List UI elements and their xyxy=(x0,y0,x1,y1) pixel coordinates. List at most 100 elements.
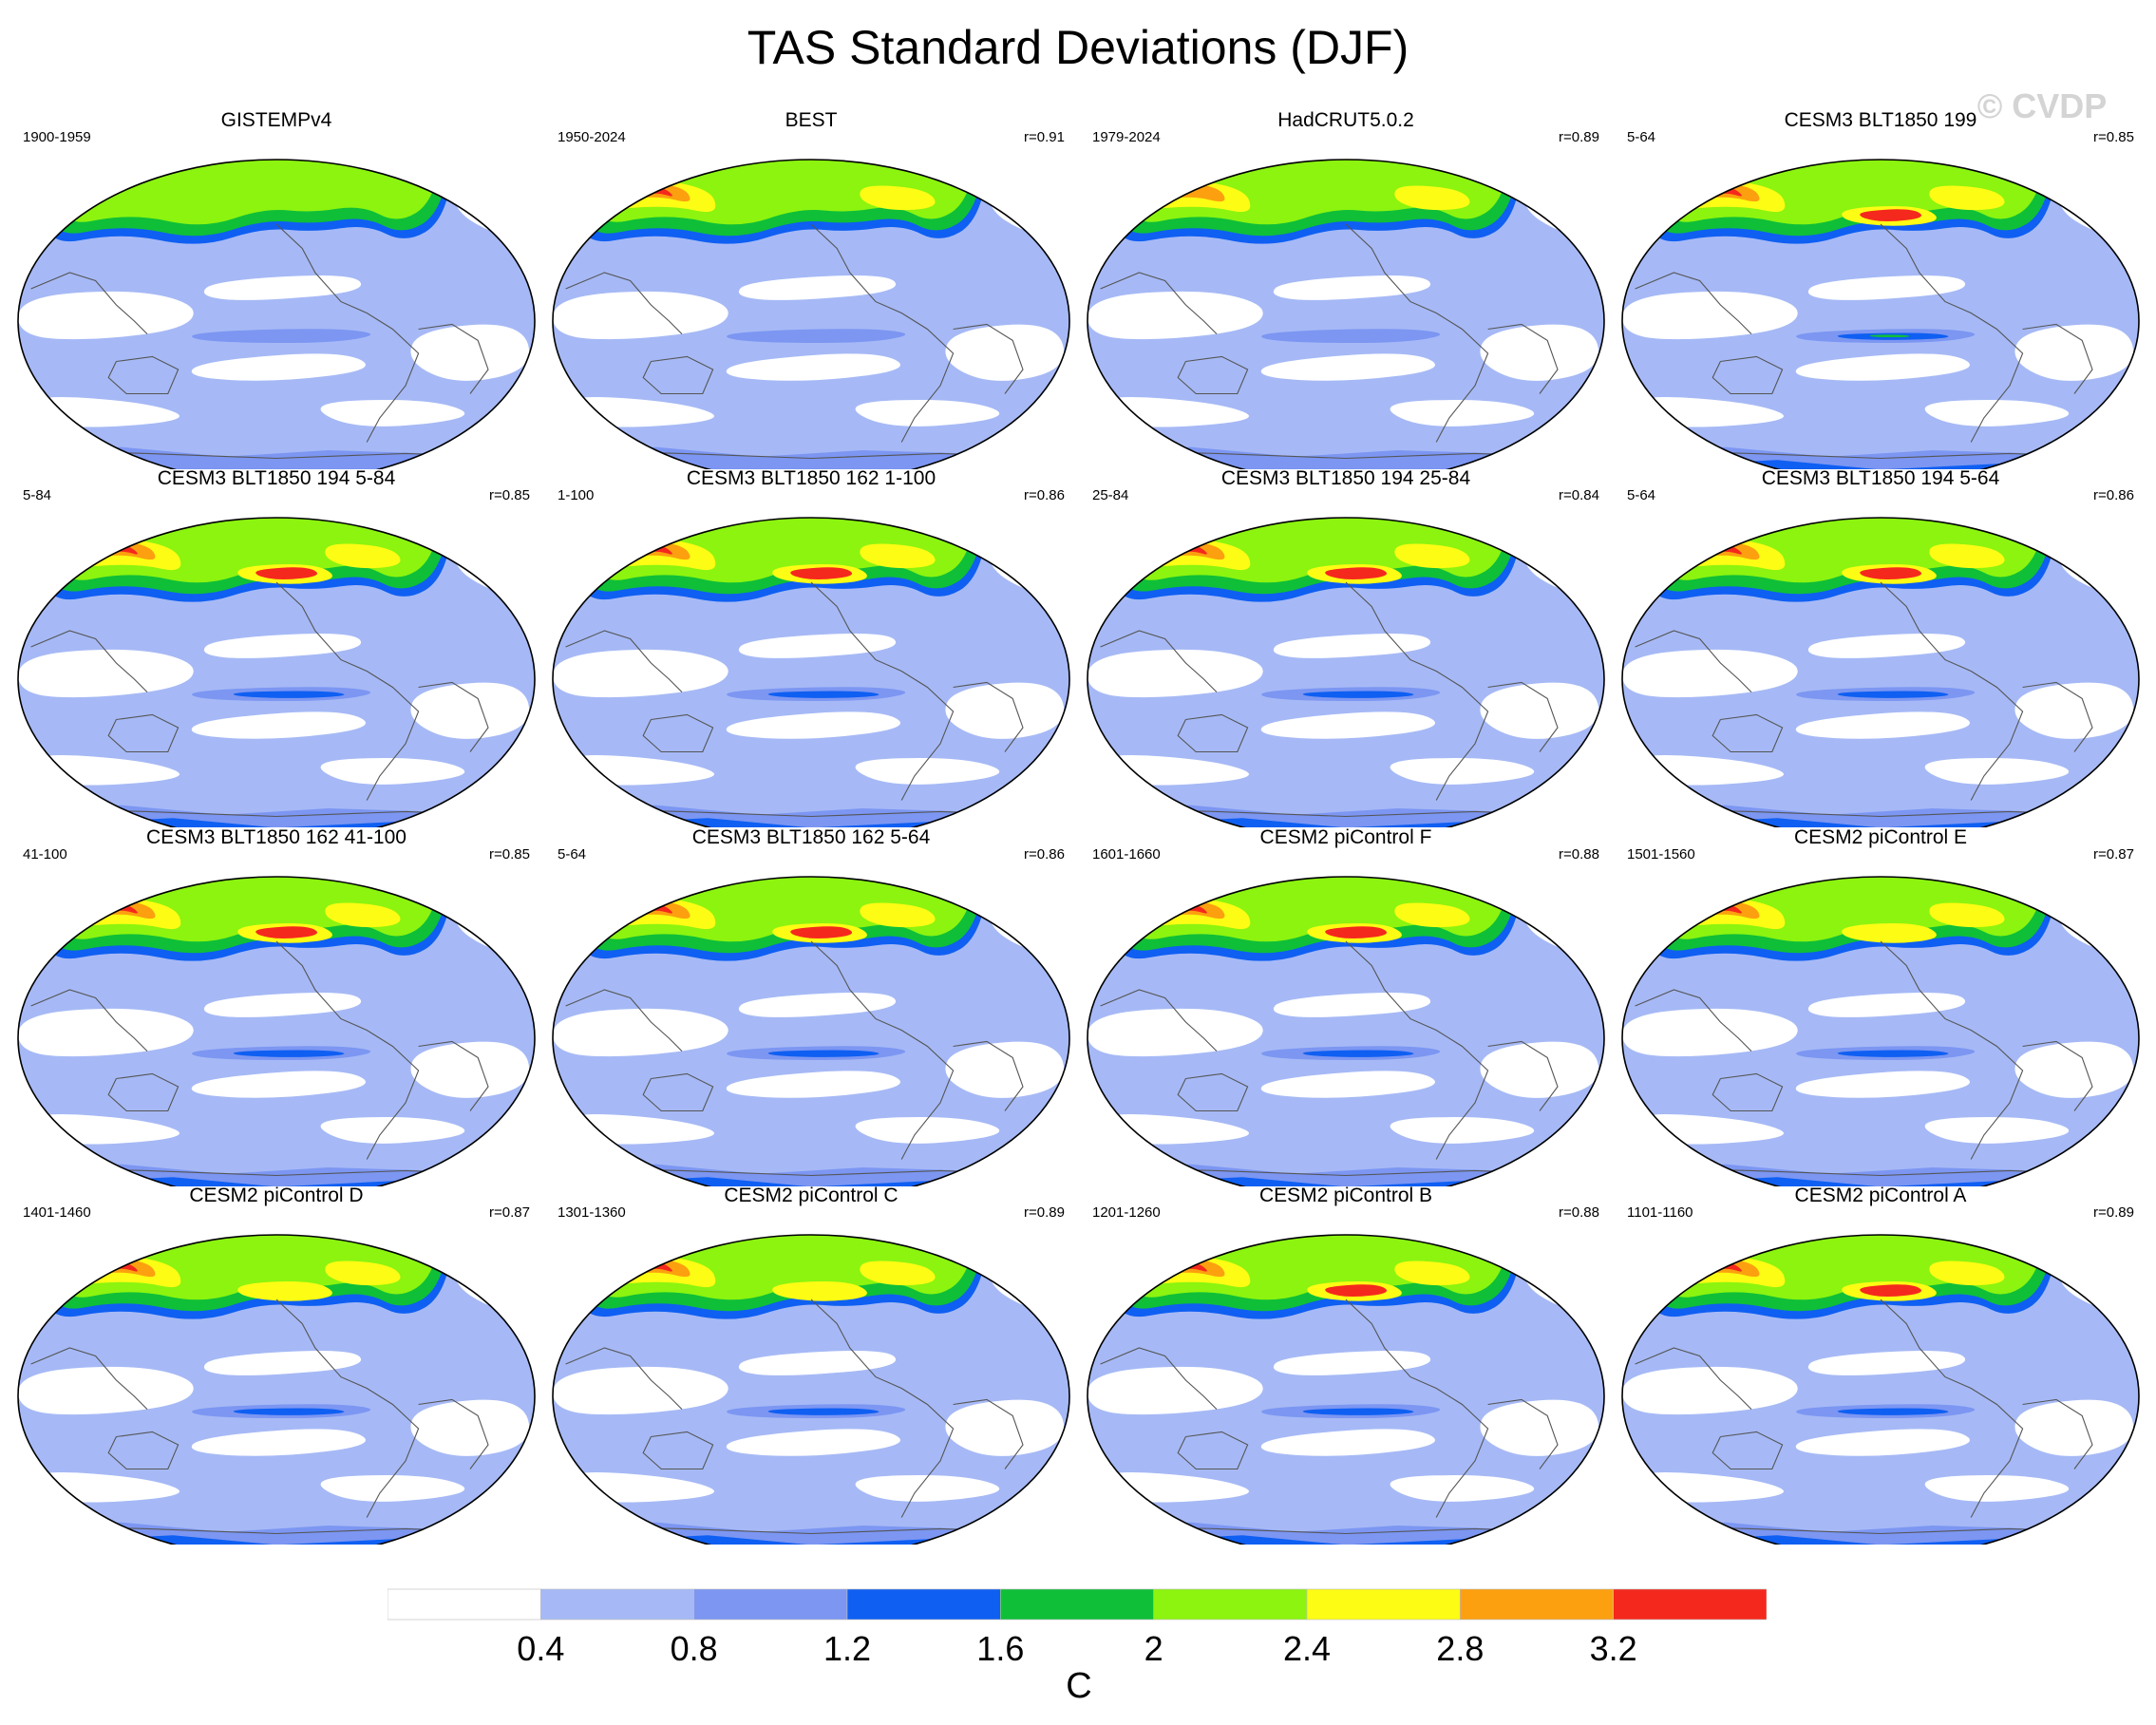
greenland-yellow xyxy=(325,902,401,928)
colorbar xyxy=(388,1588,1767,1621)
low-variance-zone xyxy=(320,400,465,427)
low-variance-zone xyxy=(191,711,366,739)
colorbar-tick-label: 2 xyxy=(1144,1629,1163,1668)
coastline xyxy=(642,355,714,395)
map-svg xyxy=(552,517,1070,827)
colorbar-tick-label: 2.8 xyxy=(1436,1629,1485,1668)
coastline xyxy=(1177,1072,1249,1112)
antarctic-band xyxy=(1087,805,1604,827)
enso-core xyxy=(233,691,345,698)
coastline xyxy=(1712,713,1784,753)
panel-years: 5-84 xyxy=(23,487,52,503)
low-variance-zone xyxy=(1807,634,1966,658)
coastline xyxy=(953,323,1024,394)
map-svg xyxy=(1087,876,1605,1186)
coastline xyxy=(1100,630,1218,692)
coastline xyxy=(2022,1040,2093,1111)
low-variance-zone xyxy=(945,1399,1065,1456)
map-svg xyxy=(1087,1234,1605,1545)
map-panel: CESM3 BLT1850 194 25-84 25-84 r=0.84 xyxy=(1079,466,1613,827)
map-panel: CESM2 piControl D 1401-1460 r=0.87 xyxy=(9,1184,543,1545)
map-field xyxy=(1622,1235,2139,1545)
coastline xyxy=(1487,1040,1559,1111)
antarctic-band xyxy=(1622,1164,2139,1186)
greenland-yellow xyxy=(1394,1261,1470,1286)
colorbar-swatch xyxy=(1153,1588,1308,1621)
map-outline xyxy=(1621,1234,2140,1545)
coastline xyxy=(642,1072,714,1112)
map-svg xyxy=(17,159,536,469)
low-variance-zone xyxy=(1807,275,1966,300)
colorbar-units: C xyxy=(1066,1666,1092,1706)
panel-correlation: r=0.86 xyxy=(1024,487,1065,503)
map-field xyxy=(18,1235,535,1545)
siberia-red xyxy=(85,1261,138,1272)
antarctic-band xyxy=(553,446,1069,469)
enso-tongue xyxy=(727,329,906,344)
greenland-yellow xyxy=(325,1261,401,1286)
canada-red xyxy=(1860,209,1922,222)
low-variance-zone xyxy=(1480,1041,1599,1098)
low-variance-zone xyxy=(1924,1117,2070,1144)
map-svg xyxy=(1621,1234,2140,1545)
low-variance-zone xyxy=(1087,649,1263,698)
coastline xyxy=(275,940,420,1160)
map-field xyxy=(553,518,1069,827)
map-svg xyxy=(17,1234,536,1545)
coastline xyxy=(1177,1431,1249,1470)
map-panel: CESM2 piControl C 1301-1360 r=0.89 xyxy=(544,1184,1078,1545)
low-variance-zone xyxy=(1260,1071,1435,1098)
coastline xyxy=(418,681,489,752)
map-panel: CESM2 piControl B 1201-1260 r=0.88 xyxy=(1079,1184,1613,1545)
low-variance-zone xyxy=(1795,711,1970,739)
antarctic-band xyxy=(18,1522,535,1545)
map-panel: CESM2 piControl F 1601-1660 r=0.88 xyxy=(1079,825,1613,1186)
map-svg xyxy=(1621,159,2140,469)
panel-title: CESM3 BLT1850 194 5-64 xyxy=(1761,467,2000,489)
low-variance-zone xyxy=(1260,1429,1435,1456)
coastline xyxy=(1487,323,1559,394)
greenland-yellow xyxy=(1929,902,2005,928)
coastline xyxy=(1100,272,1218,334)
low-variance-zone xyxy=(945,682,1065,739)
coastline xyxy=(2022,323,2093,394)
low-variance-zone xyxy=(191,1429,366,1456)
low-variance-zone xyxy=(2014,1041,2134,1098)
low-variance-zone xyxy=(203,275,362,300)
siberia-red xyxy=(1154,1261,1207,1272)
map-outline xyxy=(1087,159,1605,469)
coastline xyxy=(418,323,489,394)
coastline xyxy=(1880,940,2024,1160)
greenland-yellow xyxy=(1929,1261,2005,1286)
enso-core xyxy=(233,1050,345,1057)
enso-core xyxy=(767,691,879,698)
low-variance-zone xyxy=(855,1117,1000,1144)
map-field xyxy=(18,160,535,469)
colorbar-swatch xyxy=(540,1588,694,1621)
antarctic-band xyxy=(1622,805,2139,827)
map-field xyxy=(553,1235,1069,1545)
coastline xyxy=(30,989,148,1052)
colorbar-tick-label: 2.4 xyxy=(1282,1629,1332,1668)
map-svg xyxy=(1087,517,1605,827)
enso-core xyxy=(1302,1050,1414,1057)
map-panel: CESM3 BLT1850 162 1-100 1-100 r=0.86 xyxy=(544,466,1078,827)
greenland-yellow xyxy=(860,543,936,569)
low-variance-zone xyxy=(1260,711,1435,739)
greenland-yellow xyxy=(860,902,936,928)
coastline xyxy=(1635,630,1752,692)
low-variance-zone xyxy=(1390,1117,1535,1144)
colorbar-tick-label: 1.6 xyxy=(976,1629,1025,1668)
low-variance-zone xyxy=(18,1008,194,1057)
antarctic-band xyxy=(18,446,535,469)
low-variance-zone xyxy=(2014,682,2134,739)
low-variance-zone xyxy=(738,993,897,1017)
map-outline xyxy=(1087,517,1605,827)
panel-title: CESM3 BLT1850 162 5-64 xyxy=(691,826,931,848)
canada-yellow xyxy=(1842,923,1937,943)
canada-red xyxy=(1860,567,1922,580)
antarctic-band xyxy=(18,805,535,827)
canada-yellow xyxy=(772,1281,867,1301)
greenland-yellow xyxy=(860,1261,936,1286)
low-variance-zone xyxy=(203,634,362,658)
